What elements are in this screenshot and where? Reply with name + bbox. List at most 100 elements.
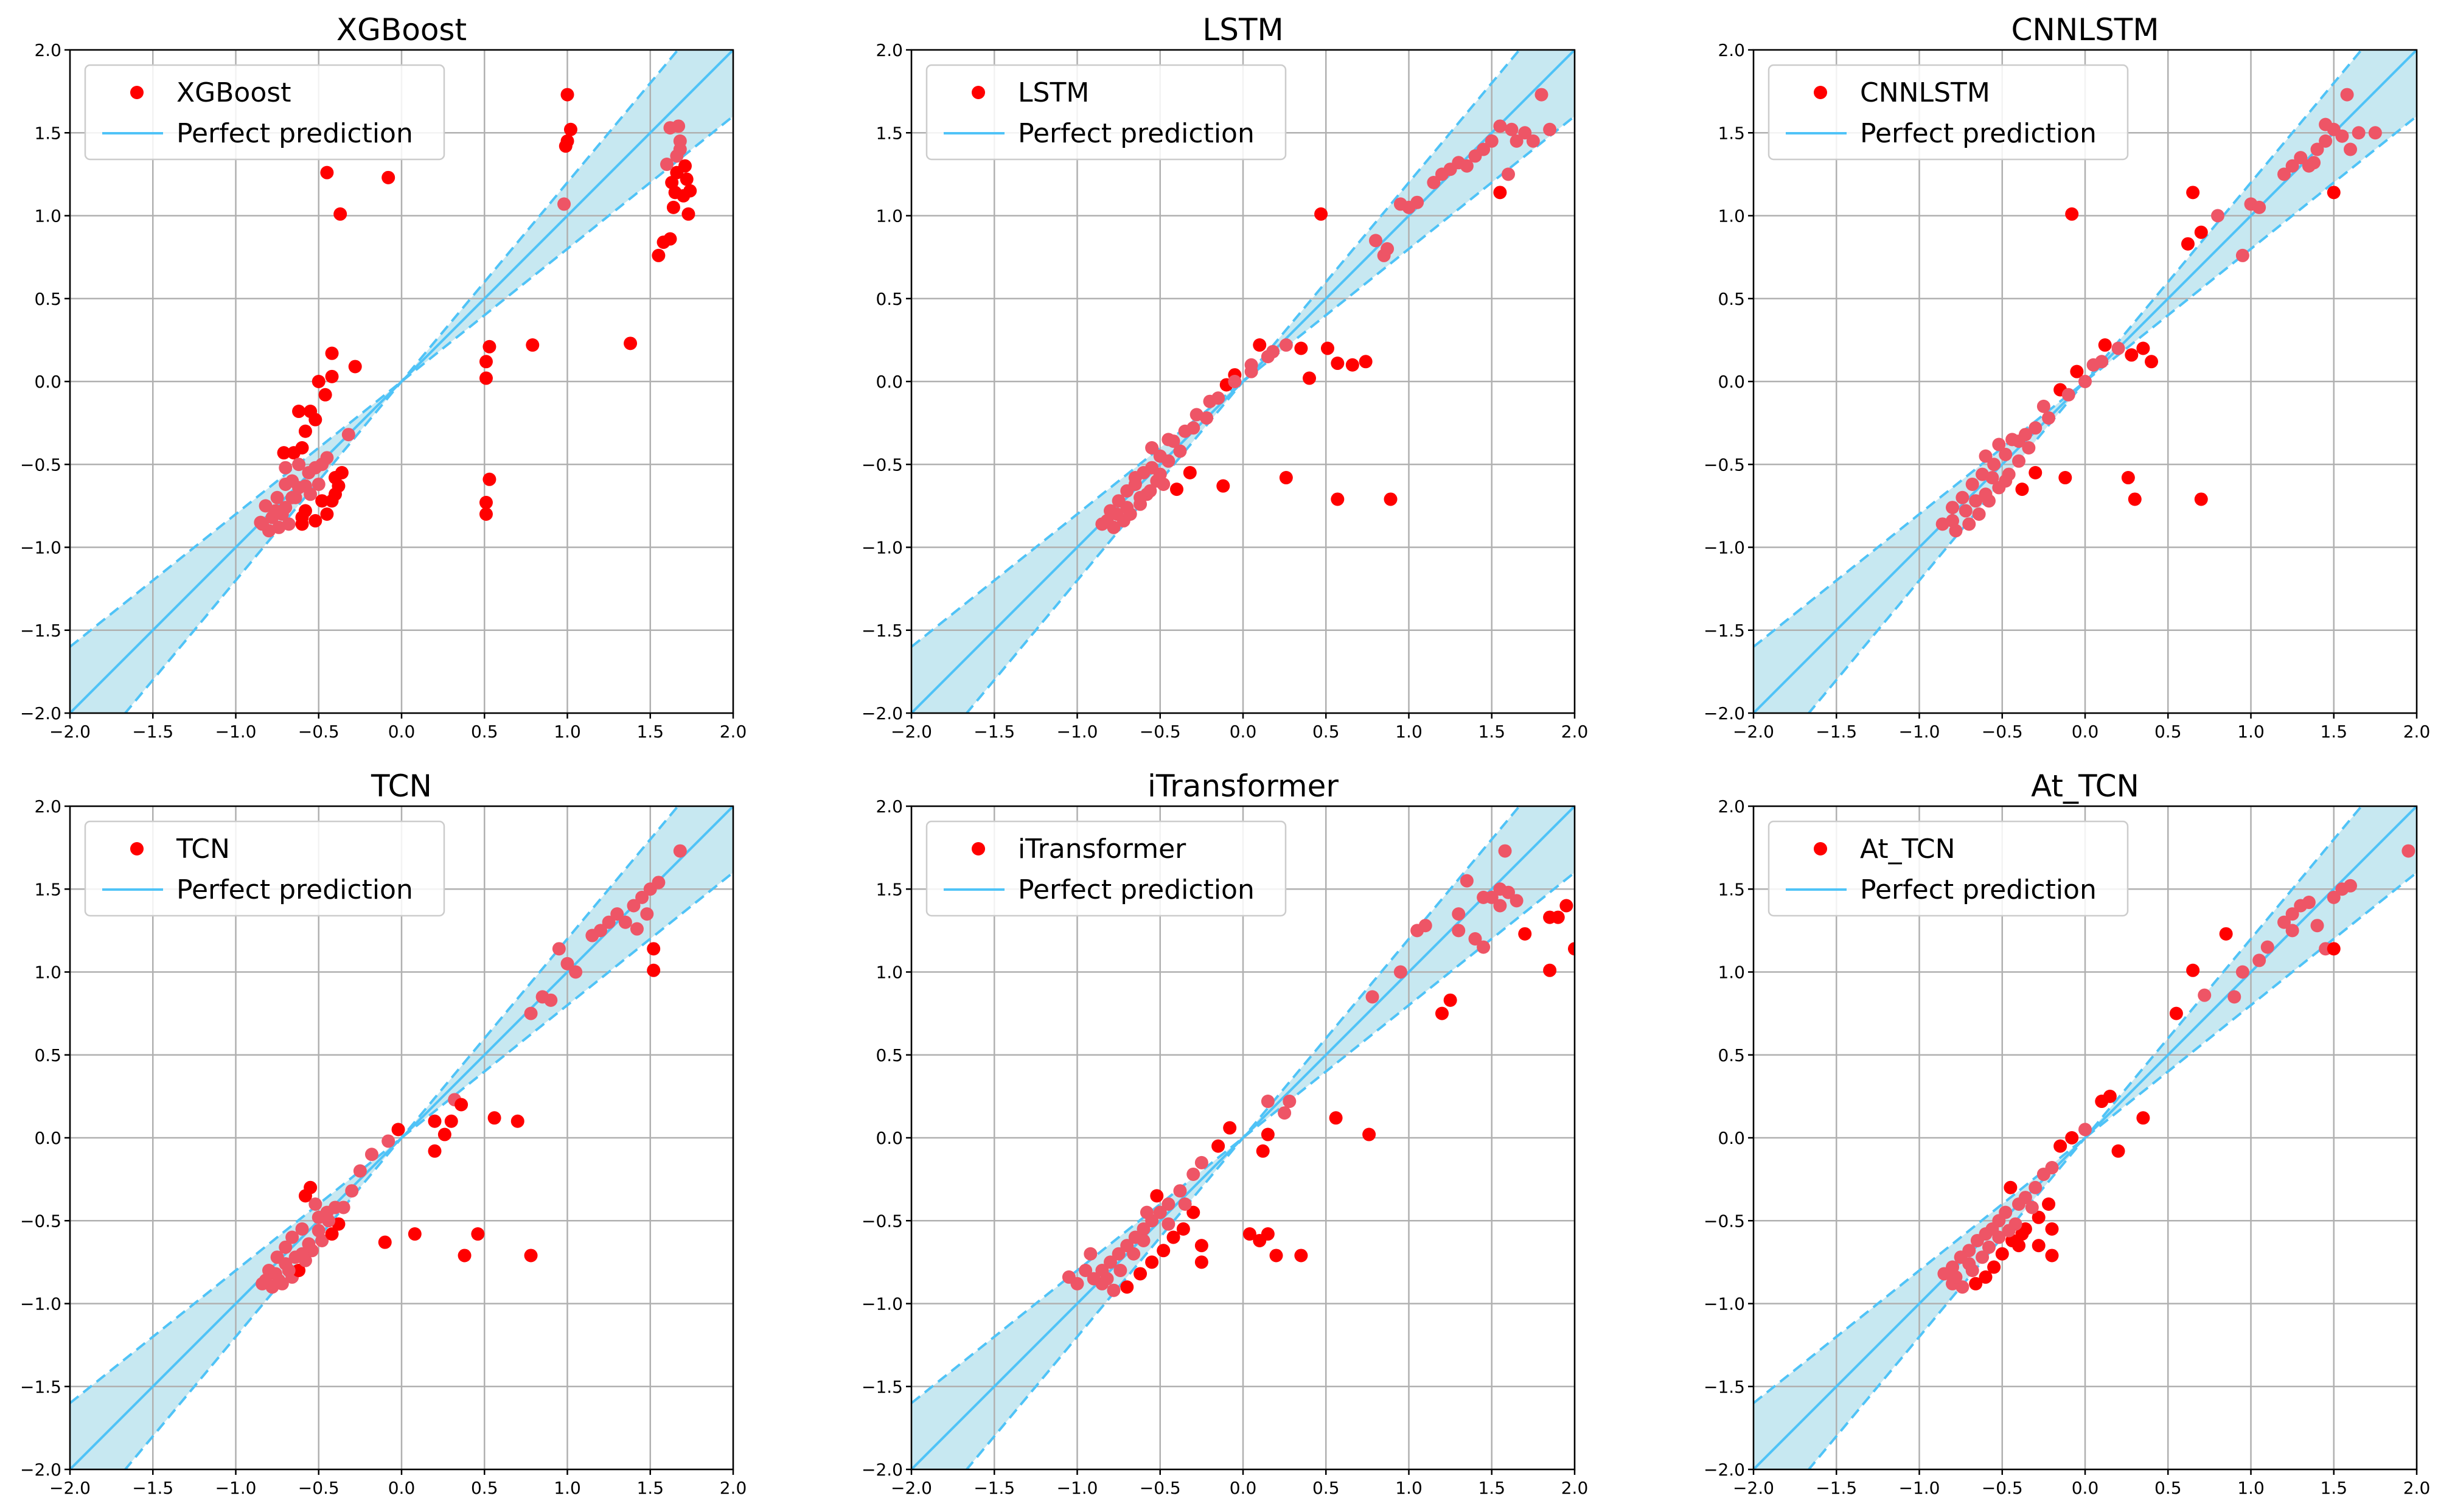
y-tick-label: 2.0 [876, 40, 903, 60]
data-point [298, 504, 312, 518]
x-tick-label: −2.0 [1733, 722, 1774, 742]
data-point [652, 248, 666, 262]
x-tick-label: 0.5 [2154, 722, 2182, 742]
data-point [1999, 447, 2013, 461]
data-point [2042, 411, 2056, 425]
data-point [1173, 444, 1187, 458]
data-point [471, 1227, 485, 1241]
y-tick-label: −1.5 [20, 621, 61, 641]
y-tick-label: −0.5 [1704, 455, 1745, 475]
data-point [364, 1148, 378, 1162]
data-point [2045, 1249, 2059, 1263]
data-point [320, 451, 334, 465]
data-point [524, 1249, 538, 1263]
data-point [1242, 1227, 1256, 1241]
data-point [256, 1277, 270, 1291]
data-point [2294, 151, 2308, 165]
data-point [1526, 134, 1540, 148]
data-point [1969, 494, 1983, 508]
data-point [1970, 1233, 1984, 1247]
data-point [1418, 919, 1432, 933]
x-tick-label: 1.0 [554, 1478, 581, 1498]
legend-box [1768, 64, 2129, 161]
y-tick-label: 0.0 [1718, 372, 1745, 392]
y-tick-label: −1.0 [862, 1294, 903, 1314]
y-tick-label: −1.5 [1704, 621, 1745, 641]
data-point [487, 1111, 501, 1125]
data-point [2319, 134, 2333, 148]
band-lower-line [70, 871, 733, 1404]
data-point [2018, 428, 2032, 442]
x-tick-label: −2.0 [49, 1478, 91, 1498]
data-point [1992, 1230, 2006, 1244]
x-tick-label: −2.0 [891, 1478, 932, 1498]
data-point [1127, 1247, 1141, 1261]
data-point [2111, 1144, 2125, 1158]
data-point [437, 1127, 451, 1141]
data-point [391, 1123, 405, 1137]
data-point [295, 1247, 309, 1261]
data-point [1173, 1184, 1187, 1198]
data-point [1110, 507, 1124, 521]
data-point [2327, 186, 2341, 200]
data-point [1992, 437, 2006, 451]
subplot-title: XGBoost [336, 12, 467, 47]
y-tick-label: 0.5 [34, 289, 61, 309]
data-point [2078, 375, 2092, 388]
data-point [1443, 993, 1457, 1007]
legend-label-model: LSTM [1018, 77, 1089, 108]
data-point [1162, 433, 1175, 447]
data-point [673, 844, 687, 858]
data-point [560, 88, 574, 102]
y-tick-label: −0.5 [20, 455, 61, 475]
data-point [2098, 338, 2112, 352]
data-point [2327, 942, 2341, 956]
y-tick-label: −0.5 [862, 1211, 903, 1231]
data-point [1162, 1197, 1175, 1211]
data-point [672, 119, 686, 133]
legend-label-model: CNNLSTM [1860, 77, 1990, 108]
data-point [2344, 142, 2357, 156]
data-point [2252, 200, 2266, 214]
data-point [1062, 1270, 1076, 1284]
x-tick-label: 2.0 [720, 1478, 747, 1498]
x-tick-label: 1.5 [1478, 1478, 1505, 1498]
legend-label-perfect: Perfect prediction [1018, 118, 1255, 149]
subplot-title: CNNLSTM [2011, 12, 2159, 47]
y-tick-label: 0.0 [1718, 1128, 1745, 1148]
data-point [1153, 467, 1167, 481]
data-point [1157, 1244, 1171, 1258]
x-tick-label: −0.5 [1140, 722, 1181, 742]
data-point [428, 1144, 442, 1158]
data-point [1982, 1240, 1996, 1254]
legend-label-model: XGBoost [176, 77, 291, 108]
y-tick-label: −1.5 [20, 1377, 61, 1397]
data-point [666, 200, 680, 214]
data-point [1468, 932, 1482, 946]
x-tick-label: −0.5 [1140, 1478, 1181, 1498]
data-point [557, 197, 571, 211]
data-point [1518, 126, 1532, 140]
data-point [1176, 1222, 1190, 1236]
data-point [292, 481, 306, 495]
legend-box [925, 64, 1287, 161]
data-point [1427, 176, 1441, 189]
data-point [1178, 1197, 1192, 1211]
data-point [2211, 209, 2224, 223]
data-point [277, 446, 291, 460]
data-point [1128, 471, 1142, 485]
y-tick-label: 1.5 [34, 123, 61, 143]
data-point [308, 461, 322, 475]
data-point [1261, 1095, 1275, 1109]
legend-label-model: At_TCN [1860, 834, 1956, 865]
data-point [1186, 421, 1200, 435]
x-tick-label: −0.5 [1982, 722, 2023, 742]
subplot-title: LSTM [1202, 12, 1283, 47]
data-point [1452, 924, 1466, 938]
data-point [2004, 1180, 2018, 1194]
x-tick-label: −1.5 [973, 1478, 1015, 1498]
legend-marker-icon [130, 86, 144, 99]
data-point [1493, 899, 1507, 913]
data-point [2285, 907, 2299, 921]
x-tick-label: 1.0 [2237, 1478, 2265, 1498]
